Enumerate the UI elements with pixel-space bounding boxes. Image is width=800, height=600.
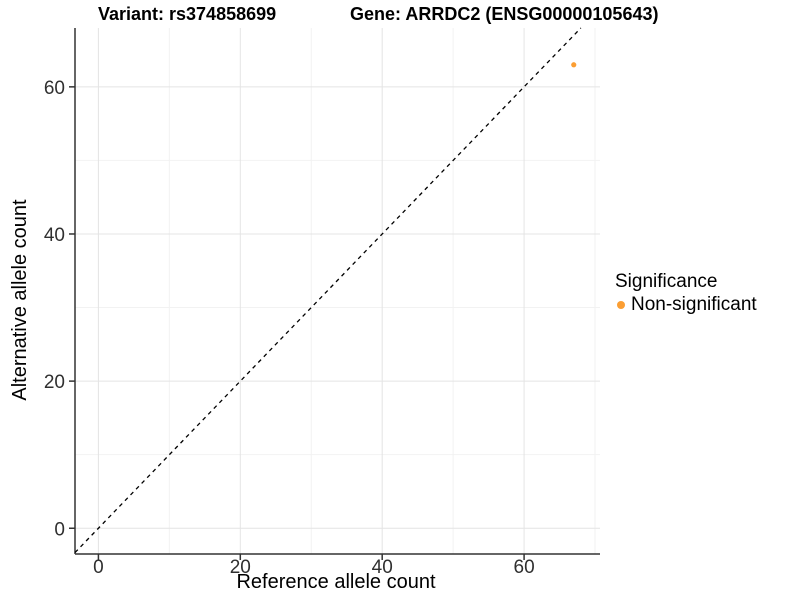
y-tick-label: 0 — [54, 519, 65, 540]
data-point — [571, 62, 577, 68]
plot-title-variant: Variant: rs374858699 — [98, 4, 277, 24]
x-axis-title: Reference allele count — [236, 571, 436, 593]
x-tick-label: 0 — [93, 557, 104, 578]
legend-item-label: Non-significant — [631, 294, 757, 315]
y-tick-label: 40 — [44, 225, 65, 246]
identity-line — [74, 27, 582, 553]
y-tick-label: 20 — [44, 372, 65, 393]
legend-key-dot-icon — [617, 300, 625, 309]
x-tick-label: 60 — [514, 557, 535, 578]
x-tick-label: 40 — [372, 557, 393, 578]
legend: Significance Non-significant — [615, 271, 757, 315]
plot-title-gene: Gene: ARRDC2 (ENSG00000105643) — [350, 4, 659, 24]
y-tick-label: 60 — [44, 78, 65, 99]
legend-item: Non-significant — [615, 294, 757, 315]
x-tick-label: 20 — [230, 557, 251, 578]
y-axis-title: Alternative allele count — [9, 199, 31, 401]
legend-title: Significance — [615, 271, 718, 292]
